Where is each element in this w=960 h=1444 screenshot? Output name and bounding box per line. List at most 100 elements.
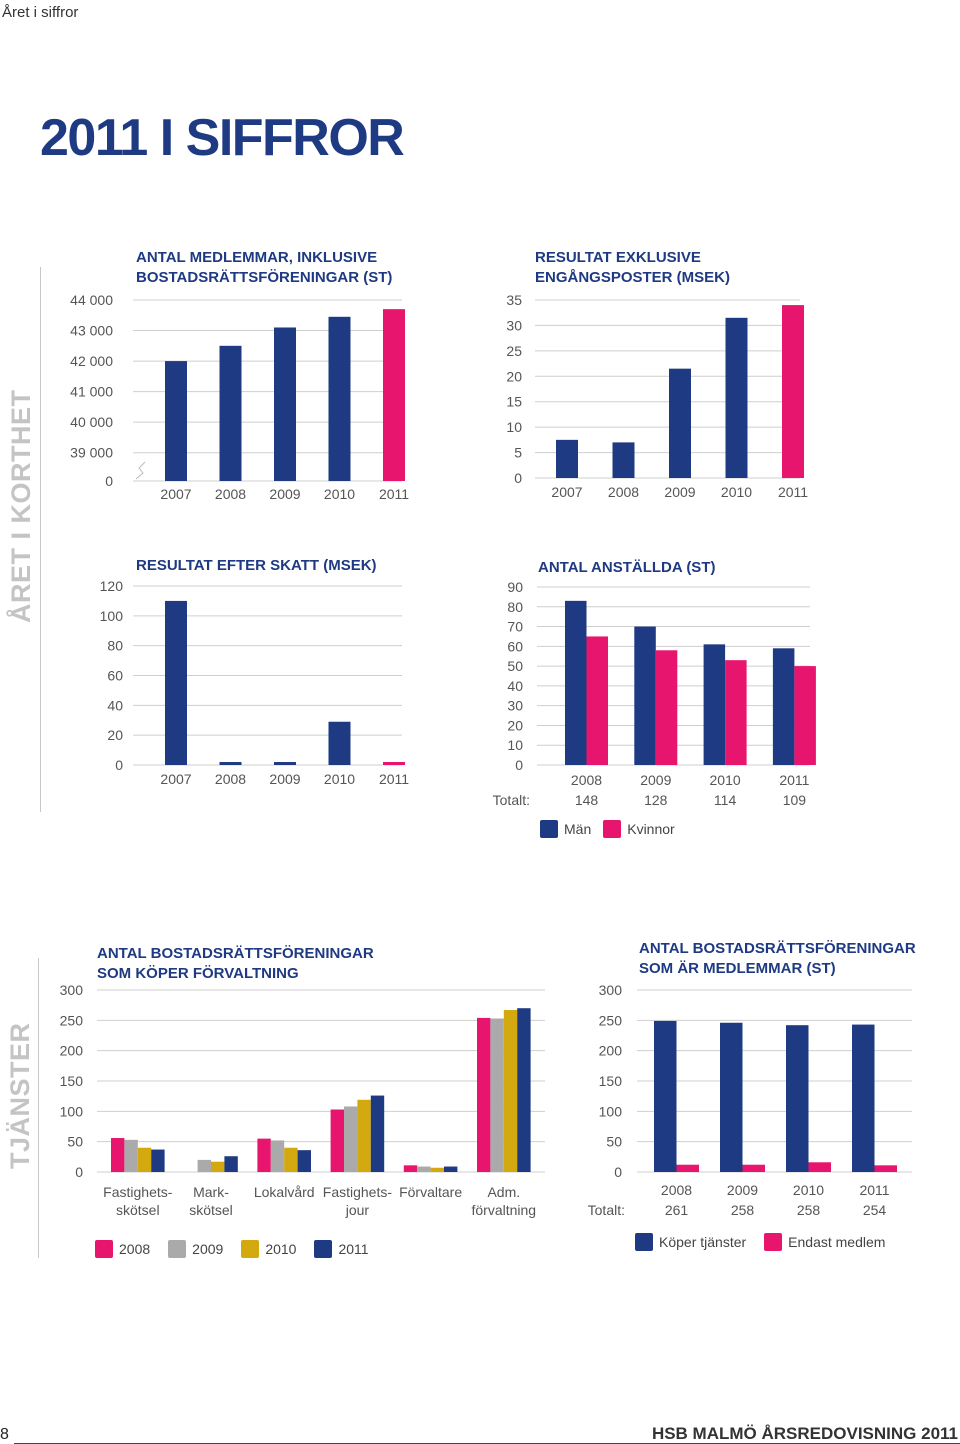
legend-services: 2008 2009 2010 2011 [95, 1240, 369, 1258]
bar [344, 1106, 358, 1172]
section-label: Året i siffror [2, 4, 79, 21]
bar [219, 762, 242, 765]
x-tick-label: 2008 [215, 771, 246, 787]
bar [224, 1156, 238, 1172]
legend-swatch-2010 [241, 1240, 260, 1258]
total-value: 109 [783, 792, 807, 808]
x-tick-label: 2008 [608, 484, 639, 500]
bar [274, 327, 296, 481]
bar [165, 600, 187, 765]
bar [517, 1008, 531, 1172]
y-tick-label: 43 000 [70, 323, 113, 339]
total-value: 254 [863, 1202, 887, 1218]
x-tick-label: jour [345, 1202, 370, 1218]
y-tick-label: 39 000 [70, 445, 113, 461]
y-tick-label: 10 [507, 737, 523, 753]
legend-label-2010: 2010 [265, 1241, 297, 1257]
y-tick-label: 15 [506, 394, 522, 410]
y-tick-label: 60 [507, 638, 523, 654]
footer-text: HSB MALMÖ ÅRSREDOVISNING 2011 [651, 1424, 958, 1443]
x-tick-label: Lokalvård [254, 1184, 315, 1200]
bar [654, 1020, 677, 1172]
y-tick-label: 44 000 [70, 292, 113, 308]
bar [703, 644, 726, 765]
y-tick-label: 50 [507, 658, 523, 674]
y-tick-label: 35 [506, 292, 522, 308]
y-tick-label: 100 [599, 1103, 623, 1119]
y-tick-label: 0 [614, 1164, 622, 1180]
bar [383, 309, 405, 481]
total-value: 128 [644, 792, 668, 808]
y-tick-label: 50 [67, 1134, 83, 1150]
bar [655, 650, 678, 765]
y-tick-label: 40 000 [70, 414, 113, 430]
bar [370, 1095, 385, 1172]
y-tick-label: 90 [507, 579, 523, 595]
y-tick-label: 50 [606, 1134, 622, 1150]
y-tick-label: 200 [60, 1043, 84, 1059]
x-tick-label: Adm. [487, 1184, 520, 1200]
x-tick-label: 2011 [379, 486, 409, 502]
bar [124, 1139, 138, 1172]
y-tick-label: 70 [507, 619, 523, 635]
bar [720, 1022, 743, 1172]
x-tick-label: 2008 [571, 772, 602, 788]
legend-swatch-2009 [168, 1240, 187, 1258]
y-tick-label: 0 [514, 470, 522, 486]
chart-title-services: ANTAL BOSTADSRÄTTSFÖRENINGAR SOM KÖPER FÖ… [97, 945, 374, 982]
y-tick-label: 250 [60, 1012, 84, 1028]
bar [403, 1165, 418, 1172]
y-tick-label: 42 000 [70, 353, 113, 369]
x-tick-label: 2010 [793, 1182, 824, 1198]
x-tick-label: 2010 [324, 486, 355, 502]
y-tick-label: 100 [100, 608, 124, 624]
x-tick-label: 2007 [160, 771, 191, 787]
legend-label-2008: 2008 [119, 1241, 151, 1257]
bar [490, 1018, 504, 1172]
y-tick-label: 20 [107, 727, 123, 743]
bar [417, 1166, 431, 1172]
y-tick-label: 80 [107, 638, 123, 654]
bar [477, 1017, 491, 1172]
bar [725, 660, 747, 765]
bar [270, 1140, 285, 1172]
totals-label: Totalt: [588, 1202, 625, 1218]
bar [444, 1166, 458, 1172]
bar [211, 1161, 225, 1172]
bar [808, 1162, 831, 1172]
bar [197, 1159, 211, 1172]
x-tick-label: 2007 [160, 486, 191, 502]
total-value: 258 [731, 1202, 755, 1218]
y-tick-label: 0 [515, 757, 523, 773]
legend-label-2011: 2011 [338, 1241, 369, 1257]
y-tick-label: 300 [599, 982, 623, 998]
bar [634, 626, 656, 765]
x-tick-label: Fastighets- [323, 1184, 393, 1200]
y-tick-label: 25 [506, 343, 522, 359]
bar [219, 345, 242, 481]
y-tick-label: 41 000 [70, 384, 113, 400]
y-tick-label: 30 [507, 698, 523, 714]
bar [328, 316, 351, 481]
y-tick-label: 60 [107, 668, 123, 684]
legend-label-buys-services: Köper tjänster [659, 1234, 747, 1250]
legend-member-associations: Köper tjänster Endast medlem [635, 1233, 885, 1251]
x-tick-label: 2009 [664, 484, 695, 500]
y-tick-label: 120 [100, 578, 124, 594]
total-value: 261 [665, 1202, 689, 1218]
x-tick-label: förvaltning [472, 1202, 537, 1218]
axis-break-mark [135, 461, 146, 480]
bar [794, 666, 816, 765]
y-tick-label: 300 [60, 982, 84, 998]
x-tick-label: 2009 [640, 772, 671, 788]
bar [297, 1150, 311, 1172]
legend-employees: Män Kvinnor [540, 820, 675, 838]
side-divider-lower [38, 958, 39, 1258]
bar [137, 1147, 152, 1172]
chart-title-member-associations: ANTAL BOSTADSRÄTTSFÖRENINGAR SOM ÄR MEDLE… [639, 940, 916, 977]
bar [556, 439, 578, 478]
bar [274, 762, 296, 765]
y-tick-label: 200 [599, 1043, 623, 1059]
bar [669, 368, 691, 478]
legend-swatch-2008 [95, 1240, 113, 1258]
